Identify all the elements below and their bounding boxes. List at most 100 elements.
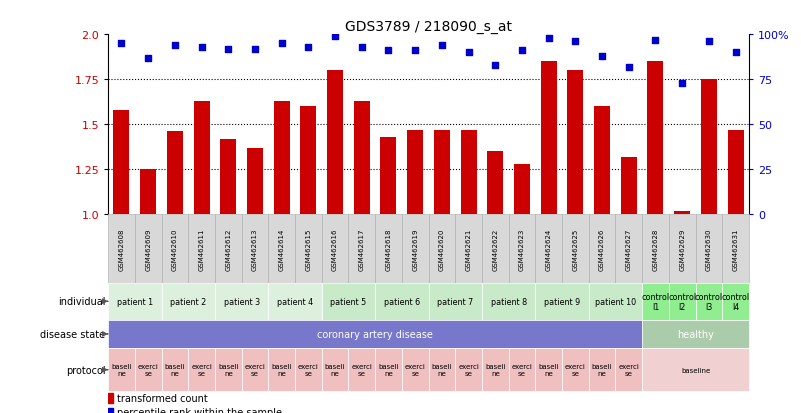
Title: GDS3789 / 218090_s_at: GDS3789 / 218090_s_at bbox=[345, 20, 512, 34]
Text: control
l3: control l3 bbox=[694, 292, 723, 311]
Text: baseli
ne: baseli ne bbox=[325, 363, 345, 376]
Text: GSM462618: GSM462618 bbox=[385, 228, 392, 270]
Point bbox=[222, 46, 235, 53]
Bar bbox=[375, 283, 429, 320]
Text: patient 7: patient 7 bbox=[437, 297, 473, 306]
Bar bbox=[295, 215, 322, 283]
Bar bbox=[434, 131, 450, 215]
Bar bbox=[188, 215, 215, 283]
Bar bbox=[268, 215, 295, 283]
Bar bbox=[162, 215, 188, 283]
Bar bbox=[429, 348, 455, 392]
Bar bbox=[327, 71, 343, 215]
Point bbox=[729, 50, 742, 57]
Bar bbox=[215, 348, 242, 392]
Bar bbox=[300, 107, 316, 215]
Text: exerci
se: exerci se bbox=[565, 363, 586, 376]
Point bbox=[622, 64, 635, 71]
Bar bbox=[594, 107, 610, 215]
Text: baseli
ne: baseli ne bbox=[378, 363, 399, 376]
Bar bbox=[247, 148, 263, 215]
Bar bbox=[402, 215, 429, 283]
Text: exerci
se: exerci se bbox=[244, 363, 265, 376]
Bar bbox=[375, 215, 402, 283]
Bar bbox=[322, 348, 348, 392]
Bar bbox=[135, 348, 162, 392]
Text: GSM462621: GSM462621 bbox=[465, 228, 472, 270]
Bar bbox=[348, 348, 375, 392]
Bar bbox=[322, 215, 348, 283]
Bar bbox=[642, 283, 669, 320]
Bar bbox=[482, 283, 535, 320]
Bar bbox=[407, 131, 423, 215]
Point bbox=[462, 50, 475, 57]
Point bbox=[356, 44, 368, 51]
Text: GSM462625: GSM462625 bbox=[573, 228, 578, 270]
Text: patient 6: patient 6 bbox=[384, 297, 420, 306]
Point bbox=[382, 48, 395, 55]
Text: baseli
ne: baseli ne bbox=[592, 363, 612, 376]
Bar bbox=[727, 131, 743, 215]
Text: patient 10: patient 10 bbox=[595, 297, 636, 306]
Text: GSM462627: GSM462627 bbox=[626, 228, 632, 270]
Bar bbox=[295, 348, 322, 392]
Bar bbox=[674, 211, 690, 215]
Point bbox=[516, 48, 529, 55]
Point bbox=[676, 80, 689, 87]
Text: exerci
se: exerci se bbox=[298, 363, 319, 376]
Bar bbox=[669, 283, 695, 320]
Text: disease state: disease state bbox=[40, 329, 106, 339]
Point bbox=[702, 39, 715, 45]
Bar bbox=[621, 157, 637, 215]
Bar bbox=[562, 215, 589, 283]
Text: exerci
se: exerci se bbox=[512, 363, 533, 376]
Bar bbox=[162, 348, 188, 392]
Text: exerci
se: exerci se bbox=[405, 363, 425, 376]
Text: GSM462615: GSM462615 bbox=[305, 228, 312, 270]
Bar bbox=[108, 215, 135, 283]
Bar bbox=[268, 283, 322, 320]
Point bbox=[142, 55, 155, 62]
Point bbox=[248, 46, 261, 53]
Bar bbox=[108, 394, 114, 404]
Bar bbox=[268, 348, 295, 392]
Bar bbox=[615, 348, 642, 392]
Bar bbox=[108, 348, 135, 392]
Text: exerci
se: exerci se bbox=[458, 363, 479, 376]
Text: baseli
ne: baseli ne bbox=[432, 363, 452, 376]
Bar bbox=[487, 152, 503, 215]
Bar bbox=[514, 164, 530, 215]
Bar bbox=[647, 62, 663, 215]
Text: GSM462619: GSM462619 bbox=[413, 228, 418, 270]
Text: GSM462609: GSM462609 bbox=[145, 228, 151, 270]
Text: GSM462630: GSM462630 bbox=[706, 228, 712, 270]
Bar bbox=[215, 215, 242, 283]
Bar bbox=[562, 348, 589, 392]
Bar bbox=[535, 348, 562, 392]
Point bbox=[115, 41, 128, 47]
Bar bbox=[723, 215, 749, 283]
Text: GSM462622: GSM462622 bbox=[493, 228, 498, 270]
Bar bbox=[274, 102, 290, 215]
Text: patient 2: patient 2 bbox=[170, 297, 207, 306]
Bar bbox=[455, 348, 482, 392]
Bar bbox=[322, 283, 375, 320]
Text: GSM462610: GSM462610 bbox=[172, 228, 178, 270]
Bar bbox=[567, 71, 583, 215]
Text: percentile rank within the sample: percentile rank within the sample bbox=[118, 408, 283, 413]
Point bbox=[302, 44, 315, 51]
Bar bbox=[242, 215, 268, 283]
Text: baseli
ne: baseli ne bbox=[111, 363, 131, 376]
Text: exerci
se: exerci se bbox=[191, 363, 212, 376]
Text: exerci
se: exerci se bbox=[352, 363, 372, 376]
Bar bbox=[589, 348, 615, 392]
Bar bbox=[461, 131, 477, 215]
Text: baseline: baseline bbox=[681, 367, 710, 373]
Bar bbox=[701, 80, 717, 215]
Bar bbox=[695, 283, 723, 320]
Bar bbox=[108, 283, 162, 320]
Text: healthy: healthy bbox=[677, 329, 714, 339]
Bar bbox=[375, 348, 402, 392]
Text: baseli
ne: baseli ne bbox=[218, 363, 239, 376]
Bar bbox=[589, 283, 642, 320]
